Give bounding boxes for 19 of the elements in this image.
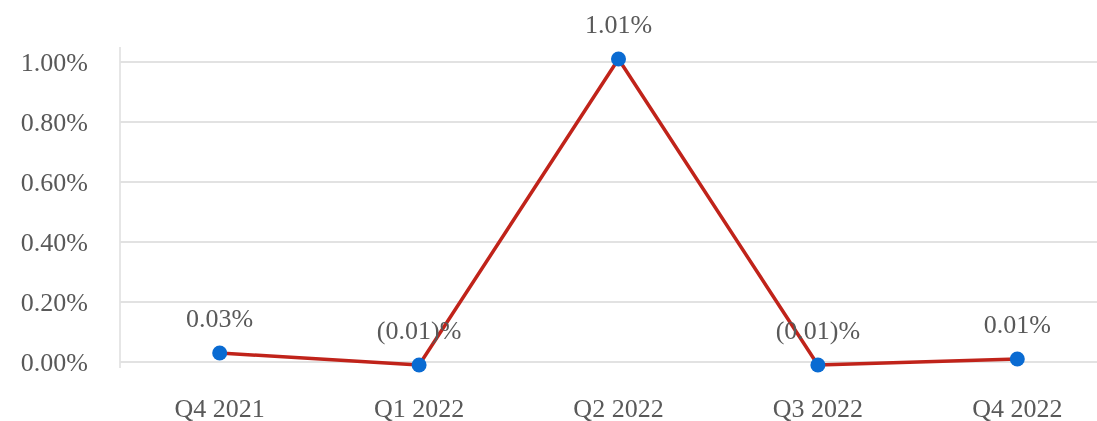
y-tick-label: 0.20% bbox=[20, 288, 88, 318]
y-tick-label: 1.00% bbox=[20, 48, 88, 78]
x-tick-label: Q3 2022 bbox=[772, 394, 864, 421]
x-tick-label: Q2 2022 bbox=[573, 394, 664, 421]
data-label: 0.03% bbox=[186, 304, 254, 334]
y-tick-label: 0.40% bbox=[20, 228, 88, 258]
point bbox=[611, 51, 626, 67]
point bbox=[411, 357, 427, 373]
y-tick-label: 0.60% bbox=[20, 168, 88, 198]
point bbox=[810, 357, 826, 373]
x-tick-label: Q4 2022 bbox=[972, 394, 1063, 421]
x-tick-label: Q4 2021 bbox=[174, 394, 265, 421]
point bbox=[1009, 351, 1025, 367]
data-label: 0.01% bbox=[983, 310, 1051, 340]
point bbox=[212, 345, 228, 361]
data-label: 1.01% bbox=[584, 10, 653, 40]
x-tick-label: Q1 2022 bbox=[373, 394, 465, 421]
y-tick-label: 0.00% bbox=[20, 348, 88, 378]
y-tick-label: 0.80% bbox=[20, 108, 88, 138]
